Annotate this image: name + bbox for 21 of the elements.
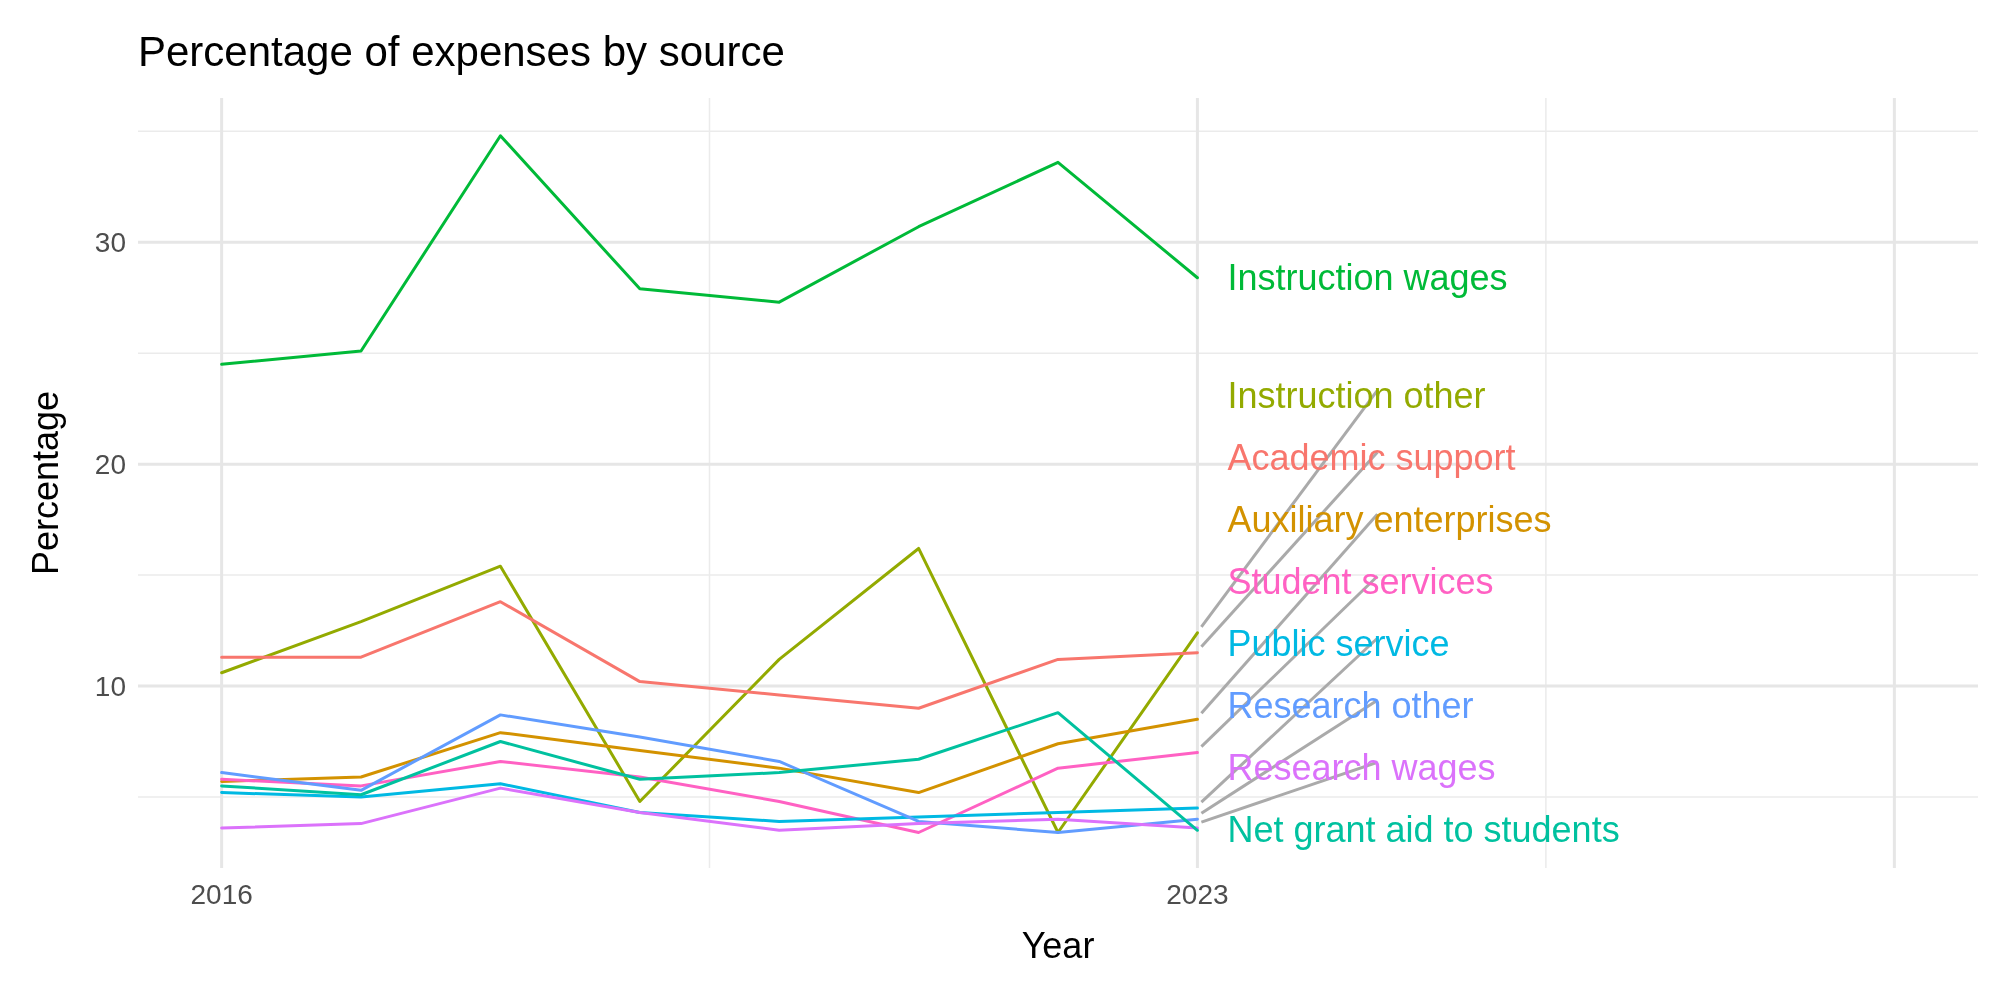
text: Auxiliary enterprises [1227, 499, 1552, 541]
x-tick-label: 2016 [190, 879, 253, 910]
line-series [220, 717, 1199, 795]
x-axis-title: Year [1021, 925, 1095, 966]
text: Student services [1227, 561, 1494, 603]
text: Public service [1227, 623, 1450, 665]
line-series [220, 134, 1199, 366]
y-axis-title: Percentage [25, 390, 66, 576]
line-series [220, 782, 1199, 823]
text: Instruction other [1227, 375, 1486, 417]
y-tick-label: 20 [94, 449, 126, 481]
x-tick-label: 2023 [1166, 879, 1229, 910]
line-series [220, 786, 1199, 832]
text: Research other [1227, 685, 1474, 727]
y-tick-label: 10 [94, 671, 126, 703]
line-series [220, 600, 1199, 710]
series-label: Instruction wages [1227, 256, 1508, 298]
y-tick-label: 30 [94, 227, 126, 259]
chart-title: Percentage of expenses by source [138, 28, 785, 75]
line-series [220, 546, 1199, 834]
series-label: Net grant aid to students [1227, 809, 1620, 851]
